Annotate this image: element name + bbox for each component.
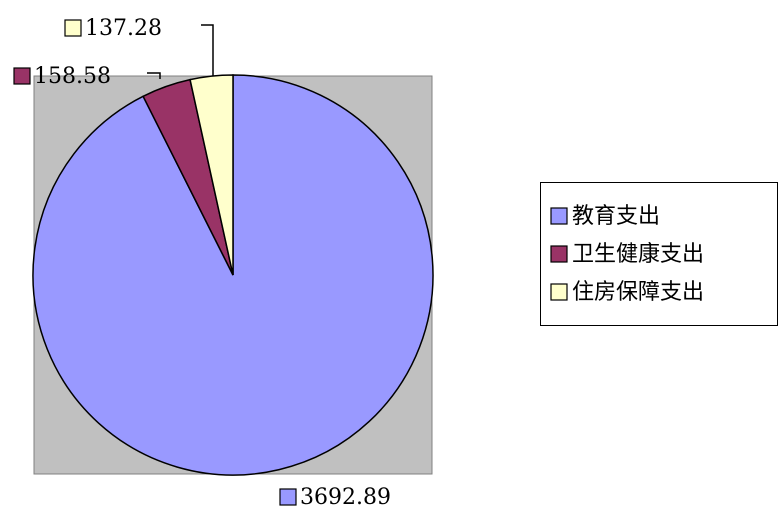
legend-swatch (550, 283, 568, 301)
legend-swatch (550, 207, 568, 225)
data-label: 158.58 (34, 64, 111, 89)
data-label: 3692.89 (300, 485, 391, 510)
legend-swatch (550, 245, 568, 263)
legend-label: 住房保障支出 (572, 280, 704, 305)
leader-line (147, 72, 161, 79)
label-swatch (64, 19, 82, 37)
data-label: 137.28 (85, 16, 162, 41)
legend (540, 182, 778, 326)
legend-label: 教育支出 (572, 204, 660, 229)
pie-slice (32, 74, 434, 476)
legend-label: 卫生健康支出 (572, 242, 704, 267)
pie-slice (189, 74, 234, 276)
label-swatch (279, 488, 297, 506)
label-swatch (13, 67, 31, 85)
leader-line (201, 24, 214, 76)
